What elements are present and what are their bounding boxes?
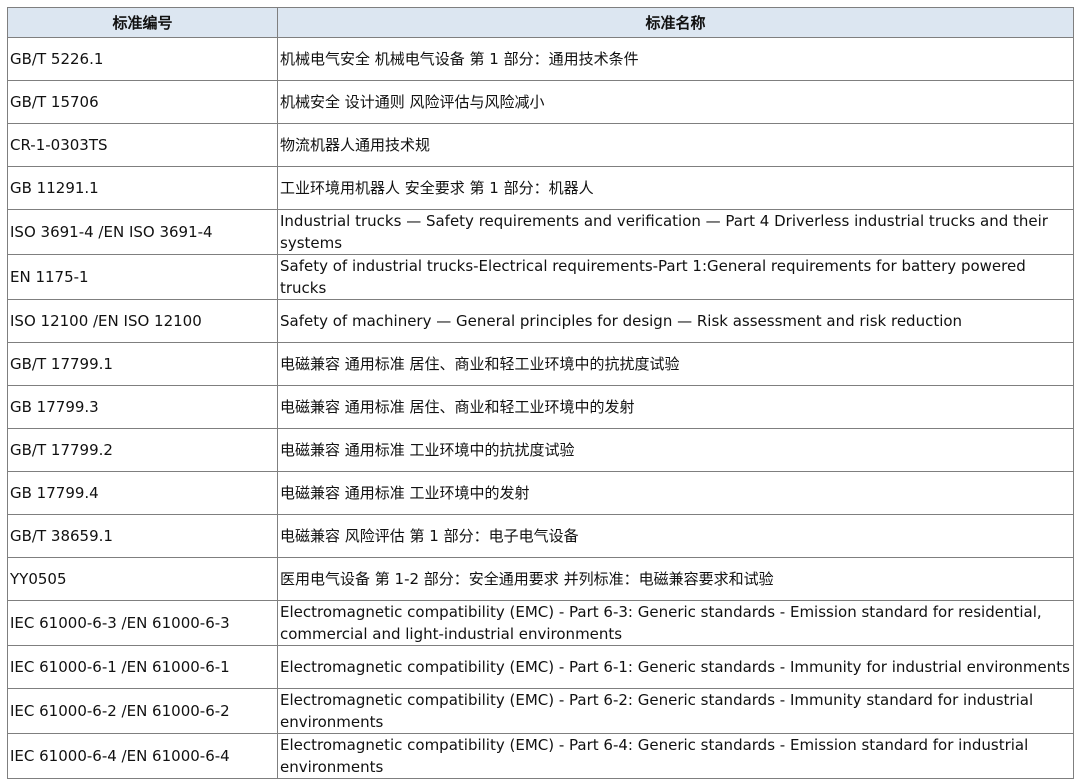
standard-code: GB/T 17799.1 xyxy=(7,342,278,386)
table-row: GB/T 17799.1 电磁兼容 通用标准 居住、商业和轻工业环境中的抗扰度试验 xyxy=(7,342,1074,386)
table-row: GB 17799.4 电磁兼容 通用标准 工业环境中的发射 xyxy=(7,471,1074,515)
standard-name: 机械电气安全 机械电气设备 第 1 部分：通用技术条件 xyxy=(277,37,1074,81)
standard-name: Electromagnetic compatibility (EMC) - Pa… xyxy=(277,600,1074,646)
standard-name: Safety of industrial trucks-Electrical r… xyxy=(277,254,1074,300)
standard-name: Industrial trucks — Safety requirements … xyxy=(277,209,1074,255)
header-standard-name: 标准名称 xyxy=(277,7,1074,38)
standard-name: 电磁兼容 通用标准 居住、商业和轻工业环境中的抗扰度试验 xyxy=(277,342,1074,386)
standard-code: YY0505 xyxy=(7,557,278,601)
standard-name: Electromagnetic compatibility (EMC) - Pa… xyxy=(277,733,1074,779)
table-row: GB/T 38659.1 电磁兼容 风险评估 第 1 部分：电子电气设备 xyxy=(7,514,1074,558)
standard-name: 机械安全 设计通则 风险评估与风险减小 xyxy=(277,80,1074,124)
standards-table: 标准编号 标准名称 GB/T 5226.1 机械电气安全 机械电气设备 第 1 部… xyxy=(7,7,1074,779)
standard-code: EN 1175-1 xyxy=(7,254,278,300)
standard-code: IEC 61000-6-4 /EN 61000-6-4 xyxy=(7,733,278,779)
table-row: ISO 3691-4 /EN ISO 3691-4 Industrial truc… xyxy=(7,209,1074,255)
standard-code: GB/T 5226.1 xyxy=(7,37,278,81)
standard-code: IEC 61000-6-3 /EN 61000-6-3 xyxy=(7,600,278,646)
table-row: YY0505 医用电气设备 第 1-2 部分：安全通用要求 并列标准：电磁兼容要求… xyxy=(7,557,1074,601)
table-row: IEC 61000-6-3 /EN 61000-6-3 Electromagnet… xyxy=(7,600,1074,646)
standard-code: GB/T 38659.1 xyxy=(7,514,278,558)
standard-code: CR-1-0303TS xyxy=(7,123,278,167)
standard-name: 电磁兼容 通用标准 工业环境中的发射 xyxy=(277,471,1074,515)
standard-name: 电磁兼容 风险评估 第 1 部分：电子电气设备 xyxy=(277,514,1074,558)
table-row: GB/T 15706 机械安全 设计通则 风险评估与风险减小 xyxy=(7,80,1074,124)
table-row: GB 11291.1 工业环境用机器人 安全要求 第 1 部分：机器人 xyxy=(7,166,1074,210)
standard-name: 电磁兼容 通用标准 居住、商业和轻工业环境中的发射 xyxy=(277,385,1074,429)
standard-name: 工业环境用机器人 安全要求 第 1 部分：机器人 xyxy=(277,166,1074,210)
table-row: IEC 61000-6-1 /EN 61000-6-1 Electromagnet… xyxy=(7,645,1074,689)
table-row: GB/T 17799.2 电磁兼容 通用标准 工业环境中的抗扰度试验 xyxy=(7,428,1074,472)
table-row: GB 17799.3 电磁兼容 通用标准 居住、商业和轻工业环境中的发射 xyxy=(7,385,1074,429)
standard-code: GB 11291.1 xyxy=(7,166,278,210)
table-row: ISO 12100 /EN ISO 12100 Safety of machine… xyxy=(7,299,1074,343)
table-row: IEC 61000-6-4 /EN 61000-6-4 Electromagnet… xyxy=(7,733,1074,779)
standard-code: GB 17799.4 xyxy=(7,471,278,515)
header-standard-code: 标准编号 xyxy=(7,7,278,38)
table-row: CR-1-0303TS 物流机器人通用技术规 xyxy=(7,123,1074,167)
standard-name: 医用电气设备 第 1-2 部分：安全通用要求 并列标准：电磁兼容要求和试验 xyxy=(277,557,1074,601)
standard-code: GB/T 17799.2 xyxy=(7,428,278,472)
standard-name: 电磁兼容 通用标准 工业环境中的抗扰度试验 xyxy=(277,428,1074,472)
table-row: GB/T 5226.1 机械电气安全 机械电气设备 第 1 部分：通用技术条件 xyxy=(7,37,1074,81)
standard-code: ISO 12100 /EN ISO 12100 xyxy=(7,299,278,343)
standard-name: Electromagnetic compatibility (EMC) - Pa… xyxy=(277,645,1074,689)
standard-name: 物流机器人通用技术规 xyxy=(277,123,1074,167)
table-row: IEC 61000-6-2 /EN 61000-6-2 Electromagnet… xyxy=(7,688,1074,734)
standard-name: Electromagnetic compatibility (EMC) - Pa… xyxy=(277,688,1074,734)
standard-code: IEC 61000-6-2 /EN 61000-6-2 xyxy=(7,688,278,734)
standard-code: IEC 61000-6-1 /EN 61000-6-1 xyxy=(7,645,278,689)
table-row: EN 1175-1 Safety of industrial trucks-Ele… xyxy=(7,254,1074,300)
header-row: 标准编号 标准名称 xyxy=(7,7,1074,38)
standard-name: Safety of machinery — General principles… xyxy=(277,299,1074,343)
standard-code: GB 17799.3 xyxy=(7,385,278,429)
standard-code: ISO 3691-4 /EN ISO 3691-4 xyxy=(7,209,278,255)
standard-code: GB/T 15706 xyxy=(7,80,278,124)
